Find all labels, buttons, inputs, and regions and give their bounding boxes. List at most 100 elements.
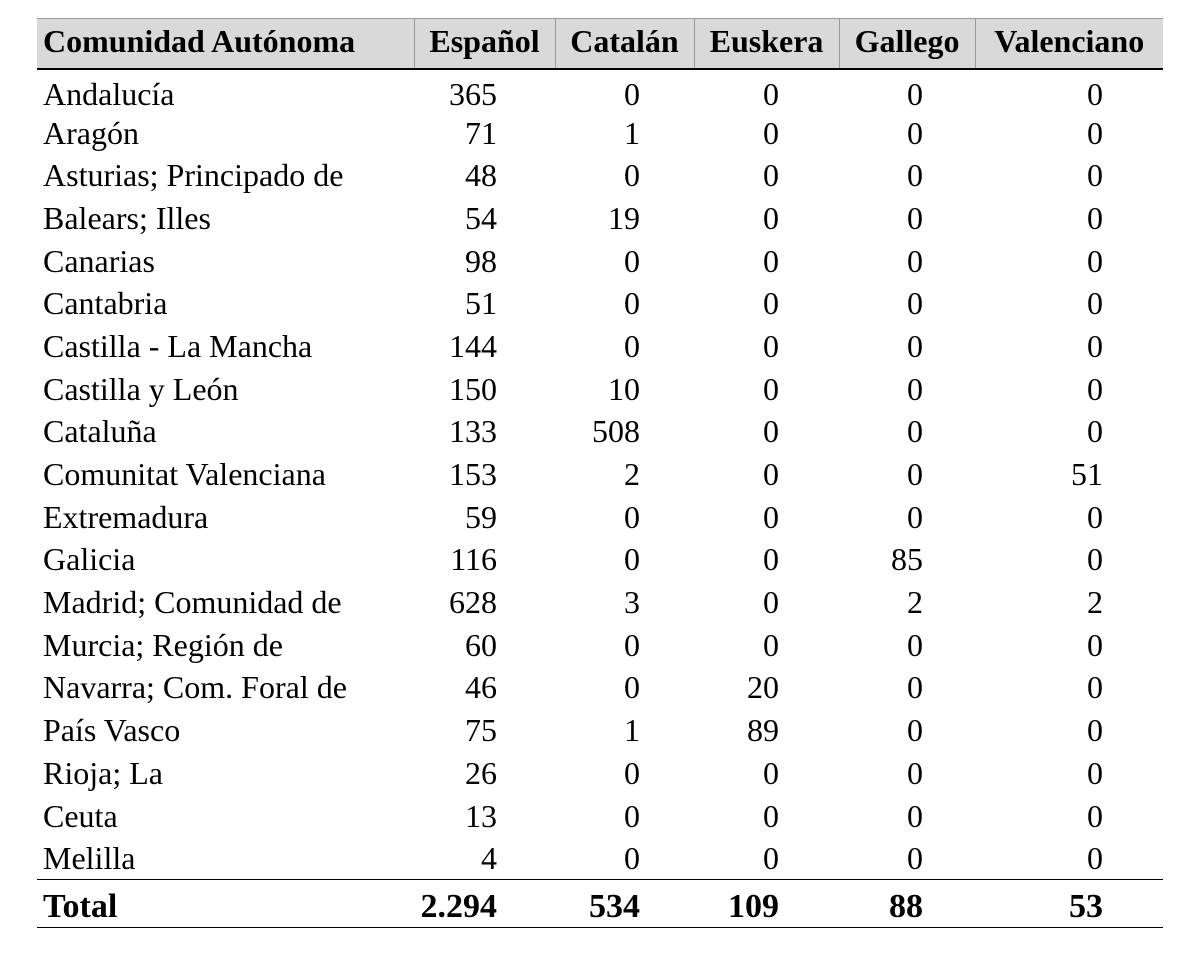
valenciano-cell: 0 bbox=[1087, 839, 1103, 876]
table-row: Navarra; Com. Foral de 46 0 20 0 0 bbox=[37, 666, 1163, 709]
gallego-cell: 0 bbox=[907, 157, 923, 194]
table-row: Melilla 4 0 0 0 0 bbox=[37, 837, 1163, 880]
table-row: País Vasco 75 1 89 0 0 bbox=[37, 709, 1163, 752]
catalan-cell: 508 bbox=[592, 413, 640, 450]
region-cell: Murcia; Región de bbox=[43, 626, 283, 663]
valenciano-cell: 0 bbox=[1087, 157, 1103, 194]
header-row: Comunidad Autónoma Español Catalán Euske… bbox=[37, 18, 1163, 70]
table-body: Andalucía 365 0 0 0 0 Aragón 71 1 0 0 0 Asturias; Pr… bbox=[37, 69, 1163, 880]
espanol-cell: 48 bbox=[465, 157, 497, 194]
gallego-cell: 0 bbox=[907, 413, 923, 450]
region-cell: Asturias; Principado de bbox=[43, 157, 344, 194]
valenciano-cell: 0 bbox=[1087, 669, 1103, 706]
table-row: Cataluña 133 508 0 0 0 bbox=[37, 410, 1163, 453]
table-row: Castilla y León 150 10 0 0 0 bbox=[37, 367, 1163, 410]
valenciano-cell: 0 bbox=[1087, 242, 1103, 279]
table-row: Galicia 116 0 0 85 0 bbox=[37, 538, 1163, 581]
catalan-cell: 0 bbox=[624, 76, 640, 113]
table-row: Comunitat Valenciana 153 2 0 0 51 bbox=[37, 453, 1163, 496]
catalan-cell: 0 bbox=[624, 669, 640, 706]
table-row: Castilla - La Mancha 144 0 0 0 0 bbox=[37, 325, 1163, 368]
total-euskera: 109 bbox=[694, 879, 839, 929]
gallego-cell: 0 bbox=[907, 242, 923, 279]
region-cell: Navarra; Com. Foral de bbox=[43, 669, 347, 706]
gallego-cell: 0 bbox=[907, 754, 923, 791]
gallego-cell: 85 bbox=[891, 541, 923, 578]
table-row: Andalucía 365 0 0 0 0 bbox=[37, 69, 1163, 112]
catalan-cell: 0 bbox=[624, 285, 640, 322]
euskera-cell: 0 bbox=[763, 498, 779, 535]
table-row: Rioja; La 26 0 0 0 0 bbox=[37, 752, 1163, 795]
catalan-cell: 1 bbox=[624, 712, 640, 749]
column-header-valenciano: Valenciano bbox=[974, 18, 1163, 70]
column-header-catalan: Catalán bbox=[554, 18, 694, 70]
total-row: Total 2.294 534 109 88 53 bbox=[37, 879, 1163, 929]
euskera-cell: 0 bbox=[763, 157, 779, 194]
region-cell: Extremadura bbox=[43, 498, 209, 535]
region-cell: Canarias bbox=[43, 242, 155, 279]
valenciano-cell: 0 bbox=[1087, 370, 1103, 407]
espanol-cell: 144 bbox=[449, 327, 497, 364]
catalan-cell: 1 bbox=[624, 114, 640, 151]
valenciano-cell: 0 bbox=[1087, 626, 1103, 663]
euskera-cell: 0 bbox=[763, 413, 779, 450]
region-cell: Aragón bbox=[43, 114, 139, 151]
catalan-cell: 0 bbox=[624, 754, 640, 791]
region-cell: Balears; Illes bbox=[43, 199, 211, 236]
gallego-cell: 0 bbox=[907, 456, 923, 493]
espanol-cell: 71 bbox=[465, 114, 497, 151]
valenciano-cell: 51 bbox=[1071, 456, 1103, 493]
espanol-cell: 26 bbox=[465, 754, 497, 791]
catalan-cell: 19 bbox=[608, 199, 640, 236]
catalan-cell: 3 bbox=[624, 584, 640, 621]
region-cell: Galicia bbox=[43, 541, 136, 578]
catalan-cell: 0 bbox=[624, 626, 640, 663]
catalan-cell: 0 bbox=[624, 541, 640, 578]
espanol-cell: 59 bbox=[465, 498, 497, 535]
total-gallego: 88 bbox=[839, 879, 975, 929]
euskera-cell: 0 bbox=[763, 626, 779, 663]
valenciano-cell: 0 bbox=[1087, 413, 1103, 450]
gallego-cell: 0 bbox=[907, 327, 923, 364]
euskera-cell: 0 bbox=[763, 839, 779, 876]
espanol-cell: 4 bbox=[481, 839, 497, 876]
valenciano-cell: 0 bbox=[1087, 199, 1103, 236]
catalan-cell: 0 bbox=[624, 797, 640, 834]
euskera-cell: 89 bbox=[747, 712, 779, 749]
espanol-cell: 13 bbox=[465, 797, 497, 834]
catalan-cell: 0 bbox=[624, 242, 640, 279]
table-row: Murcia; Región de 60 0 0 0 0 bbox=[37, 623, 1163, 666]
gallego-cell: 0 bbox=[907, 114, 923, 151]
region-cell: Comunitat Valenciana bbox=[43, 456, 326, 493]
region-cell: Rioja; La bbox=[43, 754, 163, 791]
espanol-cell: 365 bbox=[449, 76, 497, 113]
valenciano-cell: 0 bbox=[1087, 285, 1103, 322]
catalan-cell: 10 bbox=[608, 370, 640, 407]
region-cell: País Vasco bbox=[43, 712, 181, 749]
espanol-cell: 153 bbox=[449, 456, 497, 493]
table-row: Madrid; Comunidad de 628 3 0 2 2 bbox=[37, 581, 1163, 624]
catalan-cell: 0 bbox=[624, 327, 640, 364]
column-header-espanol: Español bbox=[413, 18, 555, 70]
column-header-euskera: Euskera bbox=[693, 18, 839, 70]
table-row: Canarias 98 0 0 0 0 bbox=[37, 239, 1163, 282]
column-header-region: Comunidad Autónoma bbox=[37, 18, 414, 70]
gallego-cell: 0 bbox=[907, 76, 923, 113]
total-label: Total bbox=[37, 879, 414, 929]
table-header: Comunidad Autónoma Español Catalán Euske… bbox=[37, 18, 1163, 70]
gallego-cell: 0 bbox=[907, 498, 923, 535]
valenciano-cell: 0 bbox=[1087, 498, 1103, 535]
euskera-cell: 20 bbox=[747, 669, 779, 706]
valenciano-cell: 0 bbox=[1087, 712, 1103, 749]
region-cell: Andalucía bbox=[43, 76, 175, 113]
region-cell: Castilla - La Mancha bbox=[43, 327, 313, 364]
region-cell: Cantabria bbox=[43, 285, 168, 322]
table-row: Balears; Illes 54 19 0 0 0 bbox=[37, 197, 1163, 240]
valenciano-cell: 0 bbox=[1087, 754, 1103, 791]
euskera-cell: 0 bbox=[763, 584, 779, 621]
euskera-cell: 0 bbox=[763, 327, 779, 364]
valenciano-cell: 0 bbox=[1087, 541, 1103, 578]
catalan-cell: 0 bbox=[624, 498, 640, 535]
euskera-cell: 0 bbox=[763, 285, 779, 322]
table-row: Extremadura 59 0 0 0 0 bbox=[37, 495, 1163, 538]
